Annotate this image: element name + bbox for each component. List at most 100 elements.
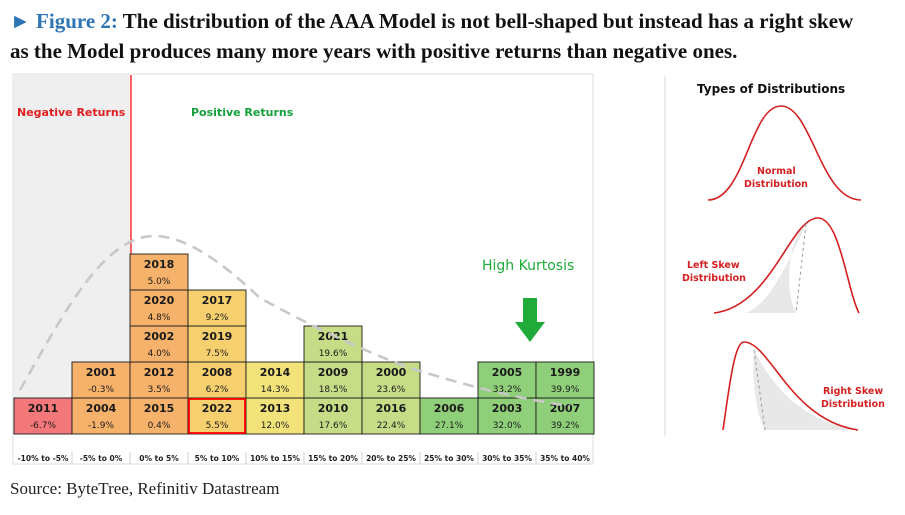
year-cell: 2010 17.6% bbox=[303, 397, 363, 435]
right-skew-label-1: Right Skew bbox=[823, 386, 883, 397]
return-label: 39.2% bbox=[551, 421, 580, 431]
year-cell: 2001 -0.3% bbox=[71, 361, 131, 399]
return-label: 6.2% bbox=[206, 385, 229, 395]
return-label: -6.7% bbox=[30, 421, 57, 431]
year-label: 2016 bbox=[376, 402, 407, 415]
year-cell-box bbox=[361, 361, 421, 399]
year-cell-box bbox=[477, 361, 537, 399]
year-cell-box bbox=[13, 397, 73, 435]
year-cell-box bbox=[535, 361, 595, 399]
right-skew-distribution-curve bbox=[722, 341, 859, 431]
return-label: 18.5% bbox=[319, 385, 348, 395]
return-label: 22.4% bbox=[377, 421, 406, 431]
year-label: 2013 bbox=[260, 402, 291, 415]
distribution-types-title: Types of Distributions bbox=[697, 82, 845, 96]
year-label: 2022 bbox=[202, 402, 233, 415]
return-label: 3.5% bbox=[148, 385, 171, 395]
year-cell: 2014 14.3% bbox=[245, 361, 305, 399]
year-cell: 2011 -6.7% bbox=[13, 397, 73, 435]
left-skew-label-1: Left Skew bbox=[687, 260, 740, 271]
normal-distribution-curve bbox=[707, 105, 862, 201]
year-cell: 2003 32.0% bbox=[477, 397, 537, 435]
year-cell: 2017 9.2% bbox=[187, 289, 247, 327]
figure-title-line-1: The distribution of the AAA Model is not… bbox=[117, 9, 854, 33]
right-skew-median-line bbox=[753, 349, 766, 431]
year-label: 2015 bbox=[144, 402, 175, 415]
year-cell: 2005 33.2% bbox=[477, 361, 537, 399]
return-label: 5.0% bbox=[148, 277, 171, 287]
year-cell: 2020 4.8% bbox=[129, 289, 189, 327]
year-cell-box bbox=[187, 361, 247, 399]
return-label: 4.0% bbox=[148, 349, 171, 359]
bin-label: -10% to -5% bbox=[18, 454, 69, 463]
year-cell-box bbox=[129, 253, 189, 291]
return-label: -1.9% bbox=[88, 421, 115, 431]
year-label: 2008 bbox=[202, 366, 233, 379]
high-kurtosis-label: High Kurtosis bbox=[482, 258, 574, 274]
year-cell: 2022 5.5% bbox=[187, 397, 247, 435]
left-skew-label-2: Distribution bbox=[682, 273, 746, 284]
year-label: 2018 bbox=[144, 258, 175, 271]
return-label: 23.6% bbox=[377, 385, 406, 395]
year-label: 2003 bbox=[492, 402, 523, 415]
bin-label: 5% to 10% bbox=[195, 454, 240, 463]
left-skew-distribution-curve bbox=[713, 217, 860, 314]
year-cell: 2019 7.5% bbox=[187, 325, 247, 363]
return-label: 33.2% bbox=[493, 385, 522, 395]
bin-label: 10% to 15% bbox=[250, 454, 300, 463]
year-label: 2012 bbox=[144, 366, 175, 379]
year-cell: 2006 27.1% bbox=[419, 397, 479, 435]
bin-label: 0% to 5% bbox=[139, 454, 179, 463]
year-label: 2019 bbox=[202, 330, 233, 343]
positive-returns-label: Positive Returns bbox=[191, 106, 294, 119]
return-label: 14.3% bbox=[261, 385, 290, 395]
return-label: 32.0% bbox=[493, 421, 522, 431]
bin-label: -5% to 0% bbox=[80, 454, 123, 463]
figure-title: ► Figure 2: The distribution of the AAA … bbox=[10, 6, 905, 66]
bin-label: 35% to 40% bbox=[540, 454, 590, 463]
year-label: 2001 bbox=[86, 366, 117, 379]
right-skew-label-2: Distribution bbox=[821, 399, 885, 410]
negative-returns-label: Negative Returns bbox=[17, 106, 126, 119]
normal-distribution-label-1: Normal bbox=[757, 166, 796, 177]
year-cell-box bbox=[129, 397, 189, 435]
source-note: Source: ByteTree, Refinitiv Datastream bbox=[10, 479, 280, 498]
return-label: 5.5% bbox=[206, 421, 229, 431]
year-label: 2020 bbox=[144, 294, 175, 307]
left-skew-shade bbox=[745, 224, 806, 313]
year-cell-box bbox=[419, 397, 479, 435]
return-label: 27.1% bbox=[435, 421, 464, 431]
bin-label: 30% to 35% bbox=[482, 454, 532, 463]
return-label: 19.6% bbox=[319, 349, 348, 359]
return-label: 4.8% bbox=[148, 313, 171, 323]
year-cell: 2018 5.0% bbox=[129, 253, 189, 291]
year-cell-box bbox=[361, 397, 421, 435]
year-cell: 2002 4.0% bbox=[129, 325, 189, 363]
return-label: 39.9% bbox=[551, 385, 580, 395]
year-label: 1999 bbox=[550, 366, 581, 379]
return-label: -0.3% bbox=[88, 385, 115, 395]
year-cell-box bbox=[187, 289, 247, 327]
year-label: 2017 bbox=[202, 294, 233, 307]
year-cell: 2013 12.0% bbox=[245, 397, 305, 435]
normal-distribution-label-2: Distribution bbox=[744, 179, 808, 190]
right-skew-shade bbox=[753, 350, 858, 430]
year-label: 2000 bbox=[376, 366, 407, 379]
figure-title-line-2: as the Model produces many more years wi… bbox=[10, 39, 738, 63]
return-label: 12.0% bbox=[261, 421, 290, 431]
year-cell-box bbox=[245, 361, 305, 399]
year-cell-box bbox=[71, 361, 131, 399]
year-label: 2014 bbox=[260, 366, 291, 379]
year-cell: 2016 22.4% bbox=[361, 397, 421, 435]
return-label: 9.2% bbox=[206, 313, 229, 323]
year-cell: 2015 0.4% bbox=[129, 397, 189, 435]
year-label: 2004 bbox=[86, 402, 117, 415]
year-cell-box bbox=[187, 397, 247, 435]
year-cell: 2012 3.5% bbox=[129, 361, 189, 399]
year-label: 2011 bbox=[28, 402, 59, 415]
year-cell: 1999 39.9% bbox=[535, 361, 595, 399]
